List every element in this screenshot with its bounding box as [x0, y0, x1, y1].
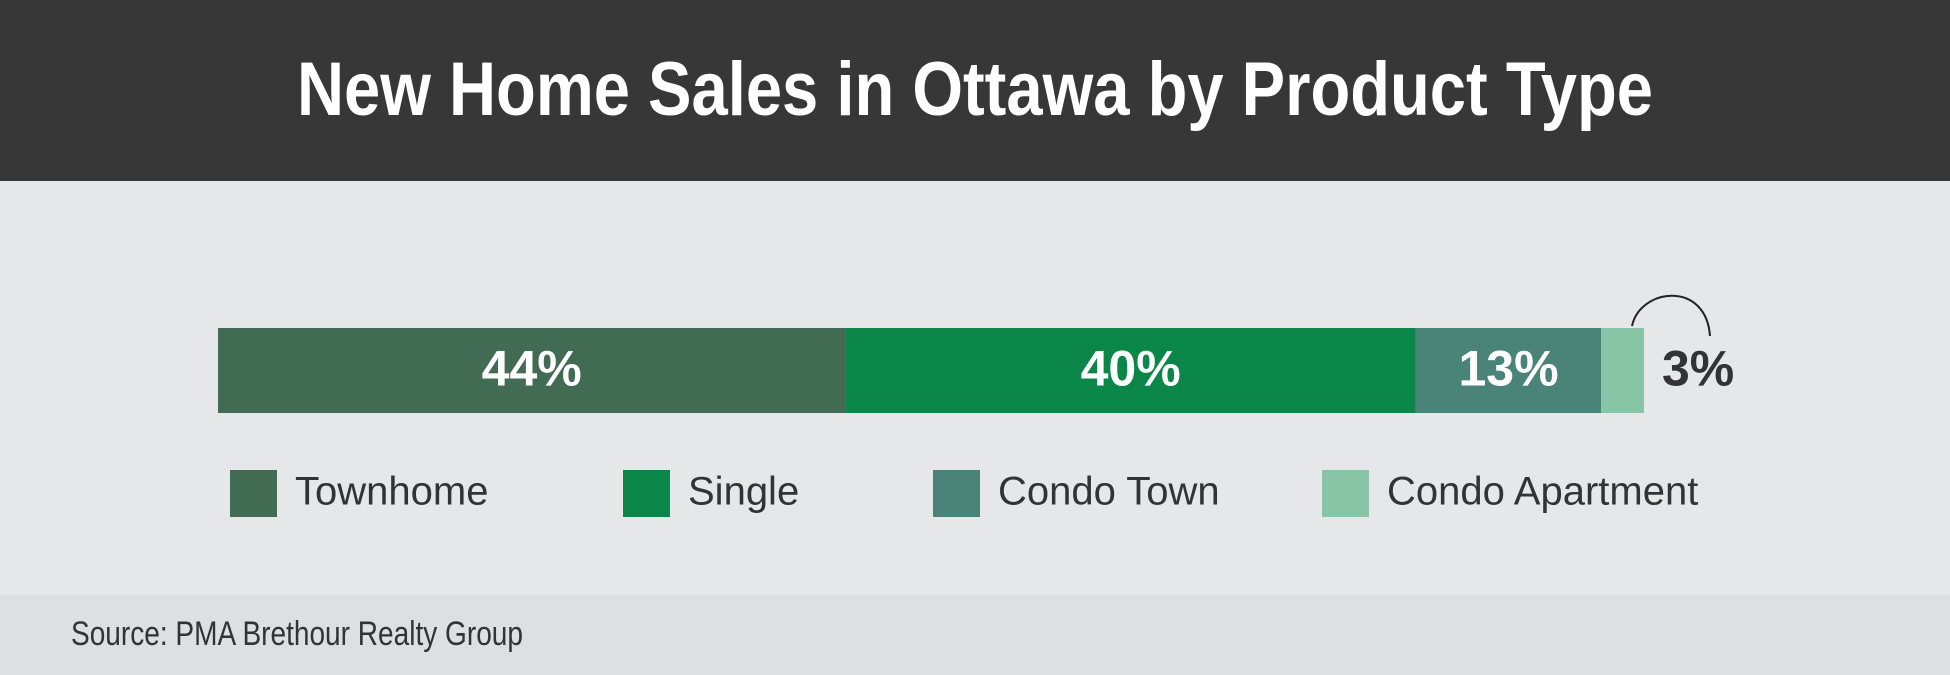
chart-title: New Home Sales in Ottawa by Product Type: [297, 47, 1653, 132]
value-label: 13%: [1458, 341, 1558, 397]
legend-swatch: [230, 470, 277, 517]
legend-swatch: [933, 470, 980, 517]
value-label: 40%: [1081, 341, 1181, 397]
legend-label: Townhome: [295, 470, 488, 514]
legend-label: Condo Town: [998, 470, 1220, 514]
value-label: 44%: [482, 341, 582, 397]
bar-segment: [1415, 328, 1602, 413]
source: Source: PMA Brethour Realty Group: [71, 615, 523, 653]
bar-segment: [218, 328, 846, 413]
bar-segment: [1601, 328, 1644, 413]
footer: [0, 595, 1950, 675]
value-label: 3%: [1662, 341, 1734, 397]
legend-swatch: [623, 470, 670, 517]
bar-segment: [845, 328, 1416, 413]
callout-arc: [1631, 294, 1711, 337]
header: [0, 0, 1950, 181]
legend-label: Single: [688, 470, 799, 514]
legend-label: Condo Apartment: [1387, 470, 1698, 514]
legend-swatch: [1322, 470, 1369, 517]
